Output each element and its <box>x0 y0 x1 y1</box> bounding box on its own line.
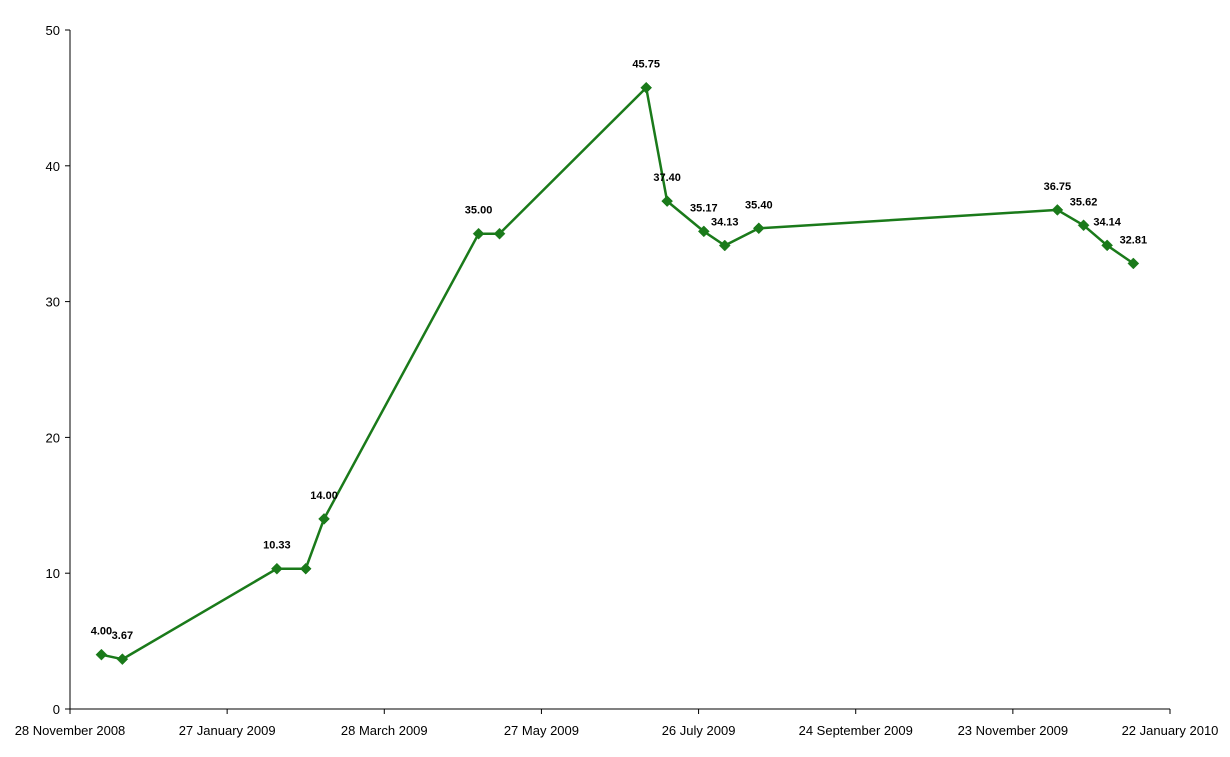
data-label: 35.40 <box>745 199 773 211</box>
data-label: 3.67 <box>112 630 133 642</box>
data-label: 35.00 <box>465 205 493 217</box>
x-tick-label: 26 July 2009 <box>662 723 736 738</box>
data-point-marker <box>697 225 710 238</box>
x-tick-label: 24 September 2009 <box>799 723 913 738</box>
data-label: 32.81 <box>1120 234 1148 246</box>
data-point-marker <box>299 562 312 575</box>
data-label: 35.62 <box>1070 196 1098 208</box>
data-label: 37.40 <box>653 172 681 184</box>
data-point-marker <box>1127 257 1140 270</box>
x-tick-label: 28 March 2009 <box>341 723 428 738</box>
series-line <box>101 86 1135 661</box>
data-label: 45.75 <box>632 59 660 71</box>
data-point-marker <box>1101 239 1113 252</box>
y-ticks: 0 10 20 30 40 50 <box>46 23 70 717</box>
x-tick-label: 27 May 2009 <box>504 723 579 738</box>
data-label: 4.00 <box>91 626 112 638</box>
data-point-marker <box>116 653 129 666</box>
x-tick-label: 23 November 2009 <box>958 723 1069 738</box>
data-labels: 4.00 3.67 10.33 14.00 35.00 45.75 37.40 35.17 34… <box>91 59 1147 642</box>
axes <box>69 30 1170 710</box>
y-tick-label: 30 <box>46 295 60 310</box>
data-label: 14.00 <box>310 490 338 502</box>
y-tick-label: 40 <box>46 159 60 174</box>
data-point-marker <box>95 648 108 661</box>
data-label: 34.14 <box>1093 216 1121 228</box>
data-point-marker <box>493 227 506 240</box>
x-tick-label: 22 January 2010 <box>1122 723 1219 738</box>
data-point-marker <box>718 239 731 252</box>
data-label: 10.33 <box>263 540 291 552</box>
data-label: 34.13 <box>711 217 739 229</box>
y-tick-label: 10 <box>46 566 60 581</box>
data-label: 36.75 <box>1044 181 1072 193</box>
series <box>95 81 1140 666</box>
x-tick-label: 27 January 2009 <box>179 723 276 738</box>
data-point-marker <box>1077 219 1090 232</box>
data-point-marker <box>661 195 673 207</box>
data-point-marker <box>271 562 283 575</box>
data-point-marker <box>1051 204 1064 216</box>
data-point-marker <box>318 513 330 525</box>
x-ticks: 28 November 2008 27 January 2009 28 March … <box>15 709 1219 738</box>
data-label: 35.17 <box>690 202 718 214</box>
data-point-marker <box>640 81 653 94</box>
y-tick-label: 0 <box>53 702 60 717</box>
data-point-marker <box>752 222 765 235</box>
y-tick-label: 20 <box>46 430 60 445</box>
x-tick-label: 28 November 2008 <box>15 723 126 738</box>
y-tick-label: 50 <box>46 23 60 38</box>
data-point-marker <box>472 227 485 240</box>
